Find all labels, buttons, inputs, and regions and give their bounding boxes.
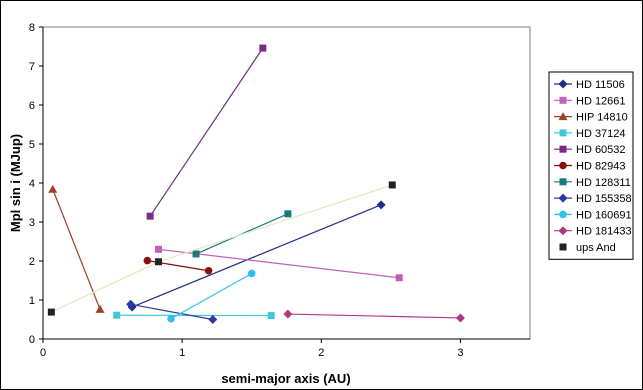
series-hip-14810 [48, 184, 105, 313]
legend-marker [559, 178, 567, 186]
data-point [395, 274, 403, 282]
legend-item: HD 60532 [554, 144, 626, 156]
legend-label: HD 181433 [576, 226, 632, 238]
series-line [51, 184, 393, 313]
x-tick-label: 3 [457, 347, 463, 359]
series-ups-and [47, 181, 396, 316]
legend-item: HD 160691 [554, 209, 632, 221]
series-hd-155358 [126, 299, 218, 324]
data-point [204, 266, 213, 275]
data-point [247, 269, 256, 278]
data-point [143, 256, 152, 265]
series-hd-160691 [167, 269, 256, 323]
data-point [95, 304, 105, 313]
legend: HD 11506 HD 12661 HIP 14810 HD 37124 HD 6053… [548, 71, 634, 260]
series-hd-82943 [143, 256, 213, 275]
legend-item: HIP 14810 [554, 112, 628, 124]
legend-label: ups And [576, 242, 616, 254]
legend-label: HD 11506 [576, 79, 625, 91]
legend-marker [559, 129, 567, 137]
x-tick-label: 1 [179, 347, 185, 359]
y-tick-label: 6 [29, 100, 35, 112]
legend-marker [559, 96, 567, 104]
legend-item: HD 155358 [554, 193, 632, 205]
series-line [149, 47, 264, 217]
legend-marker [559, 210, 567, 219]
legend-item: HD 11506 [554, 79, 625, 91]
legend-item: HD 181433 [554, 226, 632, 238]
data-point [48, 184, 58, 193]
data-point [126, 299, 136, 309]
axes [39, 26, 531, 343]
y-tick-labels: 0 1 2 3 4 5 6 7 8 [29, 22, 35, 346]
legend-label: HD 128311 [576, 177, 631, 189]
legend-marker [558, 112, 568, 121]
y-tick-label: 3 [29, 217, 35, 229]
x-tick-label: 2 [318, 347, 324, 359]
legend-label: HD 160691 [576, 209, 632, 221]
legend-marker [559, 161, 567, 170]
data-point [47, 308, 55, 316]
y-axis-title: Mpl sin i (MJup) [8, 134, 23, 232]
data-point [267, 312, 275, 320]
legend-label: HD 155358 [576, 193, 632, 205]
y-tick-label: 8 [29, 22, 35, 34]
legend-item: ups And [559, 242, 616, 254]
data-point [208, 315, 218, 324]
legend-item: HD 128311 [554, 177, 631, 189]
data-point [284, 210, 292, 218]
x-tick-labels: 0 1 2 3 [40, 347, 464, 359]
series-hd-60532 [146, 44, 267, 220]
y-tick-label: 1 [29, 295, 35, 307]
data-point [283, 309, 293, 319]
plot-area [42, 26, 531, 340]
legend-item: HD 82943 [554, 161, 626, 173]
series-layer [47, 44, 465, 324]
data-point [455, 313, 465, 323]
series-line [287, 313, 461, 319]
legend-marker [558, 79, 568, 89]
legend-label: HIP 14810 [576, 112, 628, 124]
data-point [154, 245, 162, 253]
legend-label: HD 37124 [576, 128, 626, 140]
legend-label: HD 82943 [576, 161, 626, 173]
data-point [259, 44, 267, 52]
y-tick-label: 4 [29, 178, 35, 190]
legend-marker [559, 145, 567, 153]
legend-marker [558, 193, 568, 203]
legend-marker [558, 226, 568, 236]
y-tick-label: 0 [29, 334, 35, 346]
x-axis-title: semi-major axis (AU) [221, 371, 350, 386]
y-tick-label: 7 [29, 61, 35, 73]
series-line [52, 189, 101, 310]
series-line [130, 303, 213, 321]
data-point [376, 200, 386, 210]
legend-marker [559, 243, 567, 251]
series-hd-37124 [113, 311, 275, 320]
y-tick-label: 5 [29, 139, 35, 151]
series-line [131, 204, 382, 308]
legend-label: HD 60532 [576, 144, 626, 156]
y-tick-label: 2 [29, 256, 35, 268]
x-tick-label: 0 [40, 347, 46, 359]
data-point [113, 311, 121, 319]
legend-item: HD 12661 [554, 95, 626, 107]
data-point [192, 250, 200, 258]
legend-item: HD 37124 [554, 128, 626, 140]
series-hd-11506 [127, 200, 386, 312]
legend-label: HD 12661 [576, 95, 626, 107]
data-point [167, 314, 175, 323]
data-point [146, 212, 154, 220]
series-line [170, 272, 253, 320]
series-hd-181433 [283, 309, 465, 323]
data-point [388, 181, 396, 189]
data-point [154, 258, 162, 266]
